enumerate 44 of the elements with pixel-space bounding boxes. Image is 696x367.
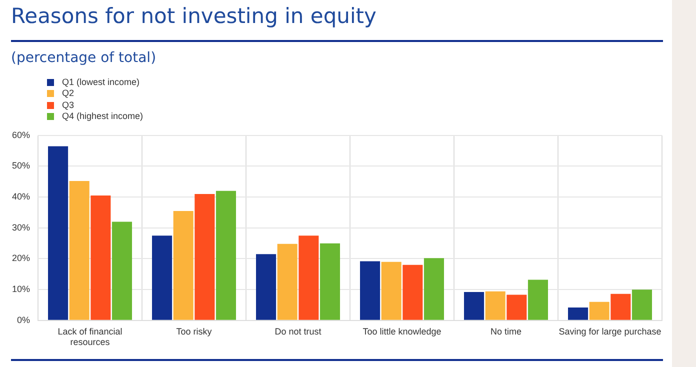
legend-label: Q3 [61,100,76,111]
x-tick-label: Too little knowledge [362,326,442,336]
x-tick-label: Too risky [176,326,212,336]
x-tick-label: Do not trust [274,326,322,336]
x-tick-label: No time [490,326,522,336]
bar [320,243,340,320]
bar [216,190,236,320]
bar [194,194,215,320]
bar [69,181,90,320]
y-tick-label: 60% [12,130,30,140]
bar [256,254,276,320]
bar [464,292,484,320]
chart-subtitle: (percentage of total) [11,50,156,66]
bar [90,196,111,320]
y-tick-label: 50% [12,160,30,171]
x-tick-label: Saving for large purchase [558,326,662,336]
y-tick-label: 0% [17,314,30,325]
bar [277,244,298,320]
bar [298,236,319,320]
y-tick-label: 20% [12,253,30,264]
bar [381,262,402,320]
bar [632,290,652,320]
bar [589,302,610,320]
category-label: Lack of financial [58,326,122,336]
bar [485,291,506,320]
bar [112,222,132,320]
legend-label: Q2 [61,88,76,100]
bar [528,280,548,320]
bar [402,264,423,320]
bar [360,261,380,320]
category-label: resources [70,337,110,348]
bar [173,210,194,320]
bar [152,236,172,320]
y-tick-label: 10% [12,284,30,294]
legend-label: Q1 (lowest income) [61,77,141,88]
bar [610,294,631,320]
chart-title: Reasons for not investing in equity [11,4,376,28]
y-tick-label: 40% [12,192,30,202]
legend-label: Q4 (highest income) [61,110,144,122]
bar [424,258,444,320]
bar [48,146,68,320]
bar [506,294,527,320]
bar [568,307,588,320]
y-tick-label: 30% [12,222,30,232]
